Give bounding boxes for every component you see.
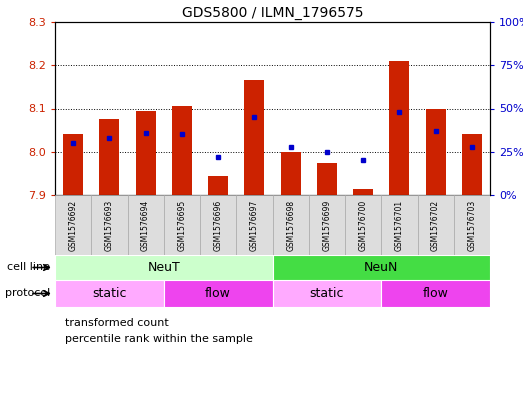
Bar [454, 195, 490, 255]
Bar [55, 195, 91, 255]
Bar [426, 108, 446, 195]
Text: GSM1576694: GSM1576694 [141, 199, 150, 251]
Text: NeuT: NeuT [147, 261, 180, 274]
Bar [135, 111, 156, 195]
Bar [236, 195, 272, 255]
Text: transformed count: transformed count [65, 318, 169, 329]
Bar [91, 195, 128, 255]
Text: GSM1576698: GSM1576698 [286, 199, 295, 251]
Bar [353, 189, 373, 195]
Text: NeuN: NeuN [364, 261, 399, 274]
Text: GSM1576693: GSM1576693 [105, 199, 114, 251]
Text: GSM1576703: GSM1576703 [468, 199, 476, 251]
Text: flow: flow [423, 287, 449, 300]
Text: protocol: protocol [5, 288, 50, 299]
Text: GSM1576697: GSM1576697 [250, 199, 259, 251]
Text: flow: flow [205, 287, 231, 300]
Text: GSM1576692: GSM1576692 [69, 199, 77, 251]
Bar [164, 195, 200, 255]
Bar [128, 195, 164, 255]
Bar [381, 280, 490, 307]
Bar [381, 195, 417, 255]
Text: percentile rank within the sample: percentile rank within the sample [65, 334, 253, 344]
Text: static: static [310, 287, 344, 300]
Bar [55, 280, 164, 307]
Bar [272, 280, 381, 307]
Bar [200, 195, 236, 255]
Title: GDS5800 / ILMN_1796575: GDS5800 / ILMN_1796575 [182, 6, 363, 20]
Bar [272, 255, 490, 280]
Text: GSM1576701: GSM1576701 [395, 199, 404, 251]
Text: cell line: cell line [7, 263, 50, 272]
Bar [208, 176, 228, 195]
Bar [417, 195, 454, 255]
Bar [99, 119, 119, 195]
Bar [272, 195, 309, 255]
Bar [55, 255, 272, 280]
Bar [281, 152, 301, 195]
Bar [345, 195, 381, 255]
Bar [164, 280, 272, 307]
Text: GSM1576699: GSM1576699 [322, 199, 332, 251]
Bar [462, 134, 482, 195]
Text: GSM1576695: GSM1576695 [177, 199, 186, 251]
Text: GSM1576696: GSM1576696 [213, 199, 223, 251]
Bar [172, 107, 192, 195]
Bar [244, 81, 264, 195]
Bar [390, 61, 410, 195]
Text: GSM1576702: GSM1576702 [431, 199, 440, 251]
Text: GSM1576700: GSM1576700 [359, 199, 368, 251]
Bar [63, 134, 83, 195]
Text: static: static [92, 287, 127, 300]
Bar [317, 163, 337, 195]
Bar [309, 195, 345, 255]
